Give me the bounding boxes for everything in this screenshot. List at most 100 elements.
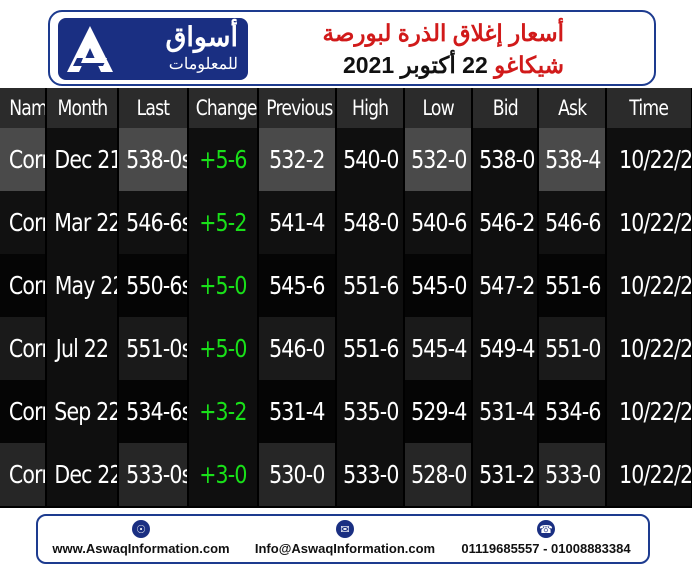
cell-value: May 22 [54,271,118,300]
cell-change: +5-6 [188,128,259,191]
cell-value: 10/22/2021 [619,460,692,489]
cell-value: 546-6 [545,208,601,237]
cell-value: Corn [8,334,44,363]
cell-value: 531-2 [479,460,535,489]
cell-ask: 551-6 [538,254,607,317]
cell-value: Corn [8,271,44,300]
cell-previous: 545-6 [258,254,337,317]
cell-previous: 541-4 [258,191,337,254]
cell-previous: 532-2 [258,128,337,191]
cell-value: 545-4 [411,334,467,363]
cell-value: 532-0 [411,145,467,174]
logo-text-aswaq: أسواق [165,22,238,52]
cell-value: +5-2 [199,208,247,237]
cell-value: 551-6 [545,271,601,300]
email-icon: ✉ [336,520,354,538]
cell-value: +5-0 [199,271,247,300]
cell-low: 545-4 [404,317,473,380]
cell-value: Dec 21 [54,145,118,174]
footer-email: ✉ Info@AswaqInformation.com [250,520,440,556]
column-header-label: High [351,96,389,120]
cell-value: 540-0 [343,145,399,174]
cell-last: 551-0s [118,317,189,380]
subtitle-date: 22 أكتوبر 2021 [342,52,488,78]
cell-high: 533-0 [336,443,405,506]
table-row: Corn Mar 22 546-6s +5-2 541-4 548-0 540-6 546-2… [0,191,692,254]
cell-low: 540-6 [404,191,473,254]
cell-last: 534-6s [118,380,189,443]
cell-value: 533-0 [343,460,399,489]
cell-month: Mar 22 [46,191,119,254]
cell-bid: 531-2 [472,443,539,506]
table-row: Corn Sep 22 534-6s +3-2 531-4 535-0 529-4 531-4… [0,380,692,443]
phone-text: 01119685557 - 01008883384 [461,541,631,556]
cell-time: 10/22/2021 [606,254,692,317]
cell-change: +3-0 [188,443,259,506]
cell-value: 528-0 [411,460,467,489]
column-header-previous: Previous [258,88,337,128]
cell-time: 10/22/2021 [606,191,692,254]
cell-value: +5-6 [199,145,247,174]
cell-last: 538-0s [118,128,189,191]
cell-value: 530-0 [269,460,325,489]
column-header-label: Change [195,96,257,120]
cell-bid: 546-2 [472,191,539,254]
cell-time: 10/22/2021 [606,128,692,191]
column-header-label: Ask [557,96,587,120]
column-header-bid: Bid [472,88,539,128]
cell-low: 532-0 [404,128,473,191]
cell-time: 10/22/2021 [606,380,692,443]
cell-value: 534-6 [545,397,601,426]
cell-month: Sep 22 [46,380,119,443]
cell-ask: 546-6 [538,191,607,254]
cell-month: Dec 21 [46,128,119,191]
cell-change: +3-2 [188,380,259,443]
cell-value: 533-0 [545,460,601,489]
cell-high: 548-0 [336,191,405,254]
cell-bid: 549-4 [472,317,539,380]
cell-last: 546-6s [118,191,189,254]
column-header-high: High [336,88,405,128]
column-header-change: Change [188,88,259,128]
column-header-label: Time [629,96,670,120]
cell-value: 550-6s [126,271,188,300]
cell-name: Corn [0,191,47,254]
cell-month: Dec 22 [46,443,119,506]
cell-value: 10/22/2021 [619,271,692,300]
cell-value: 546-2 [479,208,535,237]
column-header-label: Name [9,96,46,120]
column-header-name: Name [0,88,47,128]
cell-high: 540-0 [336,128,405,191]
table-row: Corn Dec 21 538-0s +5-6 532-2 540-0 532-0 538-0… [0,128,692,191]
cell-month: May 22 [46,254,119,317]
cell-value: 551-6 [343,334,399,363]
page-title: أسعار إغلاق الذرة لبورصة [322,20,564,46]
cell-low: 545-0 [404,254,473,317]
cell-value: 551-6 [343,271,399,300]
website-text[interactable]: www.AswaqInformation.com [52,541,230,556]
cell-high: 535-0 [336,380,405,443]
cell-value: 545-0 [411,271,467,300]
table-header-row: Name Month Last Change Previous High Low Bid Ask… [0,88,692,128]
cell-low: 529-4 [404,380,473,443]
footer-phone: ☎ 01119685557 - 01008883384 [448,520,644,556]
cell-value: 10/22/2021 [619,145,692,174]
cell-previous: 546-0 [258,317,337,380]
header-banner: أسواق للمعلومات أسعار إغلاق الذرة لبورصة… [48,10,656,86]
cell-value: 538-0s [126,145,188,174]
cell-value: Corn [8,208,44,237]
cell-value: 545-6 [269,271,325,300]
cell-value: +5-0 [199,334,247,363]
cell-value: Corn [8,397,44,426]
logo-text-information: للمعلومات [168,56,238,73]
cell-value: 531-4 [479,397,535,426]
cell-ask: 534-6 [538,380,607,443]
cell-last: 550-6s [118,254,189,317]
cell-bid: 531-4 [472,380,539,443]
cell-value: +3-0 [199,460,247,489]
contact-footer: ☉ www.AswaqInformation.com ✉ Info@AswaqI… [36,514,650,564]
cell-value: 10/22/2021 [619,334,692,363]
email-text[interactable]: Info@AswaqInformation.com [254,541,436,556]
cell-value: Mar 22 [54,208,118,237]
column-header-label: Bid [492,96,518,120]
